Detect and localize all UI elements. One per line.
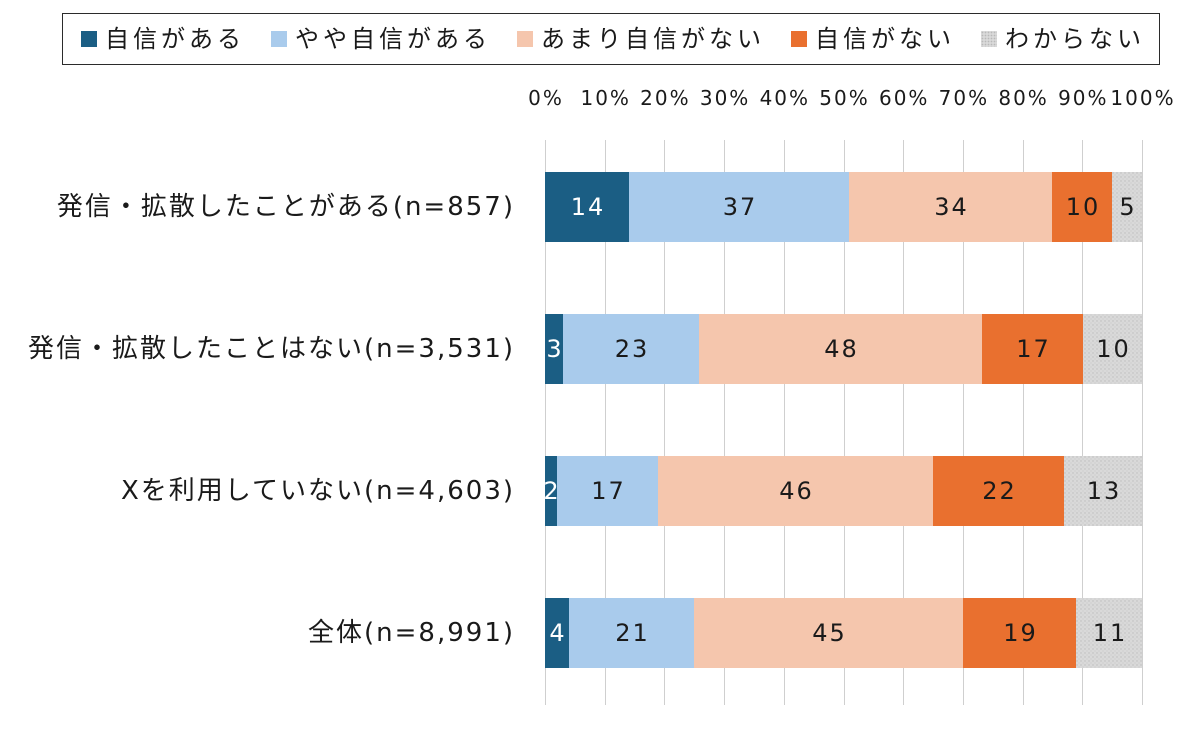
bar-segment-dont-know [1064,456,1142,526]
data-label-confident: 2 [543,477,560,505]
bar-segment-confident [545,172,629,242]
data-label-confident: 3 [546,335,563,363]
data-label-not-confident: 19 [1003,619,1038,647]
bar-segment-dont-know [1112,172,1142,242]
data-label-not-very-confident: 48 [824,335,859,363]
category-label: 発信・拡散したことがある(n=857) [57,192,515,222]
legend-item-not-confident: 自信がない [791,27,955,51]
legend-item-dont-know: わからない [981,27,1145,51]
legend-item-confident: 自信がある [81,27,245,51]
data-label-confident: 14 [571,193,606,221]
data-label-not-very-confident: 45 [812,619,847,647]
bar-segment-not-very-confident [658,456,933,526]
bar-segment-not-confident [933,456,1064,526]
legend-swatch-somewhat-confident [271,31,287,47]
data-label-dont-know: 5 [1119,193,1136,221]
data-label-not-confident: 10 [1066,193,1101,221]
x-tick-label: 100% [1110,86,1175,110]
data-label-not-confident: 17 [1016,335,1051,363]
x-axis-tick-labels: 0% 10% 20% 30% 40% 50% 60% 70% 80% 90% 100% [528,86,1175,110]
x-tick-label: 60% [879,86,929,110]
data-label-somewhat-confident: 37 [723,193,758,221]
bar-segment-not-very-confident [694,598,963,668]
bar-segment-not-confident [963,598,1076,668]
data-label-somewhat-confident: 23 [615,335,650,363]
bar-segment-confident [545,598,569,668]
legend-label-confident: 自信がある [105,25,245,53]
x-tick-label: 30% [700,86,750,110]
bars [545,172,1142,668]
legend-item-somewhat-confident: やや自信がある [271,27,491,51]
bar-segment-not-confident [982,314,1083,384]
bar-segment-confident [545,314,563,384]
category-label: 全体(n=8,991) [308,618,515,648]
data-label-not-very-confident: 46 [779,477,814,505]
x-tick-label: 70% [939,86,989,110]
category-labels: 発信・拡散したことがある(n=857) 発信・拡散したことはない(n=3,531)… [28,192,515,648]
data-labels: 14 37 34 10 5 3 23 48 17 10 2 17 46 22 13 4 21 45 19 11 [543,193,1136,647]
legend-swatch-dont-know [981,31,997,47]
data-label-not-very-confident: 34 [934,193,969,221]
data-label-confident: 4 [549,619,566,647]
legend-item-not-very-confident: あまり自信がない [517,27,765,51]
bar-segment-not-confident [1052,172,1112,242]
x-tick-label: 80% [998,86,1048,110]
chart-legend: 自信がある やや自信がある あまり自信がない 自信がない わからない [62,13,1160,65]
category-label: 発信・拡散したことはない(n=3,531) [28,334,515,364]
x-tick-label: 90% [1058,86,1108,110]
data-label-not-confident: 22 [982,477,1017,505]
x-tick-label: 50% [819,86,869,110]
data-label-somewhat-confident: 17 [591,477,626,505]
bar-segment-somewhat-confident [629,172,849,242]
legend-label-not-confident: 自信がない [815,25,955,53]
legend-label-not-very-confident: あまり自信がない [541,25,765,53]
bar-segment-not-very-confident [849,172,1052,242]
legend-label-somewhat-confident: やや自信がある [295,25,491,53]
data-label-dont-know: 11 [1093,619,1128,647]
bar-segment-confident [545,456,557,526]
data-label-dont-know: 10 [1096,335,1131,363]
legend-swatch-not-confident [791,31,807,47]
bar-segment-somewhat-confident [557,456,658,526]
bar-segment-dont-know [1076,598,1142,668]
data-label-dont-know: 13 [1087,477,1122,505]
bar-segment-not-very-confident [699,314,982,384]
legend-label-dont-know: わからない [1005,25,1145,53]
legend-swatch-confident [81,31,97,47]
legend-swatch-not-very-confident [517,31,533,47]
bar-segment-somewhat-confident [569,598,694,668]
x-tick-label: 10% [580,86,630,110]
bar-segment-somewhat-confident [563,314,699,384]
bar-segment-dont-know [1083,314,1142,384]
x-tick-label: 20% [640,86,690,110]
x-tick-label: 40% [760,86,810,110]
category-label: Xを利用していない(n=4,603) [121,476,515,506]
data-label-somewhat-confident: 21 [615,619,650,647]
x-tick-label: 0% [528,86,564,110]
